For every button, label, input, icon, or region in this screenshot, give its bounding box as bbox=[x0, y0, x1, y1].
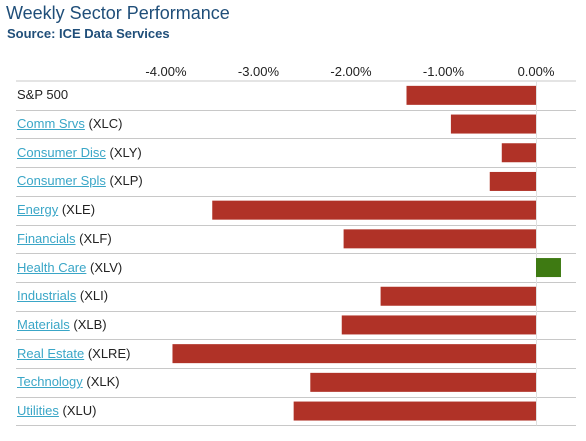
row-label: Financials (XLF) bbox=[17, 231, 112, 247]
sector-ticker: (XLE) bbox=[61, 202, 96, 218]
row-label: Health Care (XLV) bbox=[17, 260, 122, 276]
bar bbox=[212, 200, 536, 220]
sector-link[interactable]: Financials bbox=[17, 230, 76, 246]
sector-link[interactable]: Consumer Spls bbox=[17, 173, 106, 189]
sector-link[interactable]: Utilities bbox=[17, 403, 59, 419]
bar bbox=[450, 114, 536, 134]
bar bbox=[489, 171, 536, 191]
sector-link[interactable]: Materials bbox=[17, 316, 70, 332]
row-label: Comm Srvs (XLC) bbox=[17, 116, 122, 132]
x-tick-label: 0.00% bbox=[518, 64, 555, 79]
x-tick-label: -2.00% bbox=[330, 64, 372, 79]
row-label: Technology (XLK) bbox=[17, 374, 120, 390]
bar bbox=[310, 372, 536, 392]
chart-subtitle: Source: ICE Data Services bbox=[7, 26, 170, 41]
sector-link[interactable]: Consumer Disc bbox=[17, 144, 106, 160]
sector-link[interactable]: Industrials bbox=[17, 288, 77, 304]
bar bbox=[172, 344, 536, 364]
bar bbox=[343, 229, 536, 249]
row-label: Industrials (XLI) bbox=[17, 288, 108, 304]
sector-ticker: (XLC) bbox=[88, 116, 123, 132]
x-tick-label: -1.00% bbox=[423, 64, 465, 79]
chart-title: Weekly Sector Performance bbox=[6, 3, 230, 23]
sector-ticker: (XLY) bbox=[109, 144, 142, 160]
bar bbox=[406, 85, 536, 105]
sector-ticker: (XLP) bbox=[109, 173, 143, 189]
row-label: Utilities (XLU) bbox=[17, 403, 96, 419]
x-tick-label: -4.00% bbox=[145, 64, 187, 79]
bar bbox=[293, 401, 536, 421]
row-label: Real Estate (XLRE) bbox=[17, 346, 130, 362]
sector-link[interactable]: Health Care bbox=[17, 259, 87, 275]
bar bbox=[380, 286, 536, 306]
row-label: Consumer Disc (XLY) bbox=[17, 145, 142, 161]
sector-ticker: (XLK) bbox=[86, 374, 120, 390]
sector-ticker: (XLB) bbox=[73, 316, 107, 332]
sector-ticker: (XLI) bbox=[79, 288, 109, 304]
row-label: Consumer Spls (XLP) bbox=[17, 173, 143, 189]
sector-ticker: (XLF) bbox=[79, 230, 112, 246]
row-label: Materials (XLB) bbox=[17, 317, 107, 333]
sector-ticker: (XLV) bbox=[90, 259, 123, 275]
bar bbox=[536, 258, 561, 278]
sector-link[interactable]: Energy bbox=[17, 202, 59, 218]
x-tick-label: -3.00% bbox=[238, 64, 280, 79]
sector-ticker: (XLRE) bbox=[87, 345, 131, 361]
row-label: S&P 500 bbox=[17, 87, 68, 103]
row-label: Energy (XLE) bbox=[17, 202, 95, 218]
sector-name: S&P 500 bbox=[17, 87, 69, 103]
sector-ticker: (XLU) bbox=[62, 403, 97, 419]
sector-link[interactable]: Comm Srvs bbox=[17, 116, 85, 132]
sector-link[interactable]: Real Estate bbox=[17, 345, 85, 361]
bar bbox=[501, 143, 536, 163]
bar bbox=[341, 315, 536, 335]
sector-link[interactable]: Technology bbox=[17, 374, 83, 390]
